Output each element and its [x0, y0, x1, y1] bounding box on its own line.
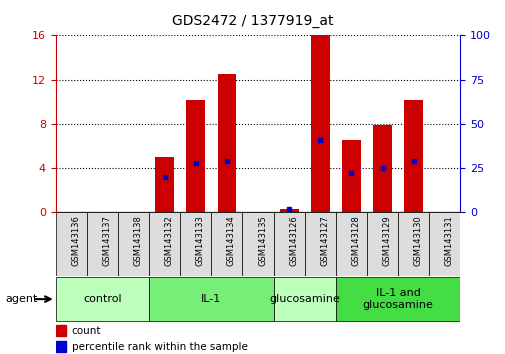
Text: glucosamine: glucosamine — [269, 294, 339, 304]
FancyBboxPatch shape — [335, 212, 366, 276]
FancyBboxPatch shape — [335, 277, 460, 321]
Text: count: count — [72, 326, 101, 336]
FancyBboxPatch shape — [397, 212, 428, 276]
Bar — [186, 99, 205, 212]
FancyBboxPatch shape — [118, 212, 149, 276]
Bar — [341, 141, 360, 212]
Text: GSM143131: GSM143131 — [444, 216, 453, 266]
FancyBboxPatch shape — [273, 212, 304, 276]
Text: GSM143129: GSM143129 — [382, 216, 391, 266]
FancyBboxPatch shape — [211, 212, 242, 276]
Bar — [217, 74, 236, 212]
Text: percentile rank within the sample: percentile rank within the sample — [72, 342, 247, 352]
Text: GSM143133: GSM143133 — [195, 216, 205, 267]
Text: agent: agent — [5, 294, 37, 304]
FancyBboxPatch shape — [180, 212, 211, 276]
FancyBboxPatch shape — [87, 212, 118, 276]
Bar — [56, 341, 66, 353]
FancyBboxPatch shape — [149, 212, 180, 276]
Text: IL-1: IL-1 — [201, 294, 221, 304]
FancyBboxPatch shape — [56, 212, 87, 276]
Text: GSM143130: GSM143130 — [413, 216, 422, 266]
Text: GSM143127: GSM143127 — [320, 216, 329, 266]
Text: GSM143135: GSM143135 — [258, 216, 267, 266]
Text: GSM143138: GSM143138 — [133, 216, 142, 267]
FancyBboxPatch shape — [242, 212, 273, 276]
Text: GDS2472 / 1377919_at: GDS2472 / 1377919_at — [172, 14, 333, 28]
FancyBboxPatch shape — [304, 212, 335, 276]
Text: GSM143132: GSM143132 — [164, 216, 173, 266]
Bar — [155, 157, 174, 212]
Text: IL-1 and
glucosamine: IL-1 and glucosamine — [362, 288, 433, 310]
FancyBboxPatch shape — [428, 212, 460, 276]
Bar — [56, 325, 66, 336]
Bar — [373, 125, 391, 212]
Bar — [311, 35, 329, 212]
Text: GSM143137: GSM143137 — [102, 216, 111, 267]
Bar — [279, 209, 298, 212]
Text: GSM143136: GSM143136 — [71, 216, 80, 267]
Text: GSM143134: GSM143134 — [226, 216, 235, 266]
FancyBboxPatch shape — [56, 277, 149, 321]
FancyBboxPatch shape — [273, 277, 335, 321]
Text: GSM143126: GSM143126 — [289, 216, 297, 266]
Bar — [403, 99, 422, 212]
FancyBboxPatch shape — [149, 277, 273, 321]
Text: control: control — [83, 294, 121, 304]
Text: GSM143128: GSM143128 — [351, 216, 360, 266]
FancyBboxPatch shape — [366, 212, 397, 276]
